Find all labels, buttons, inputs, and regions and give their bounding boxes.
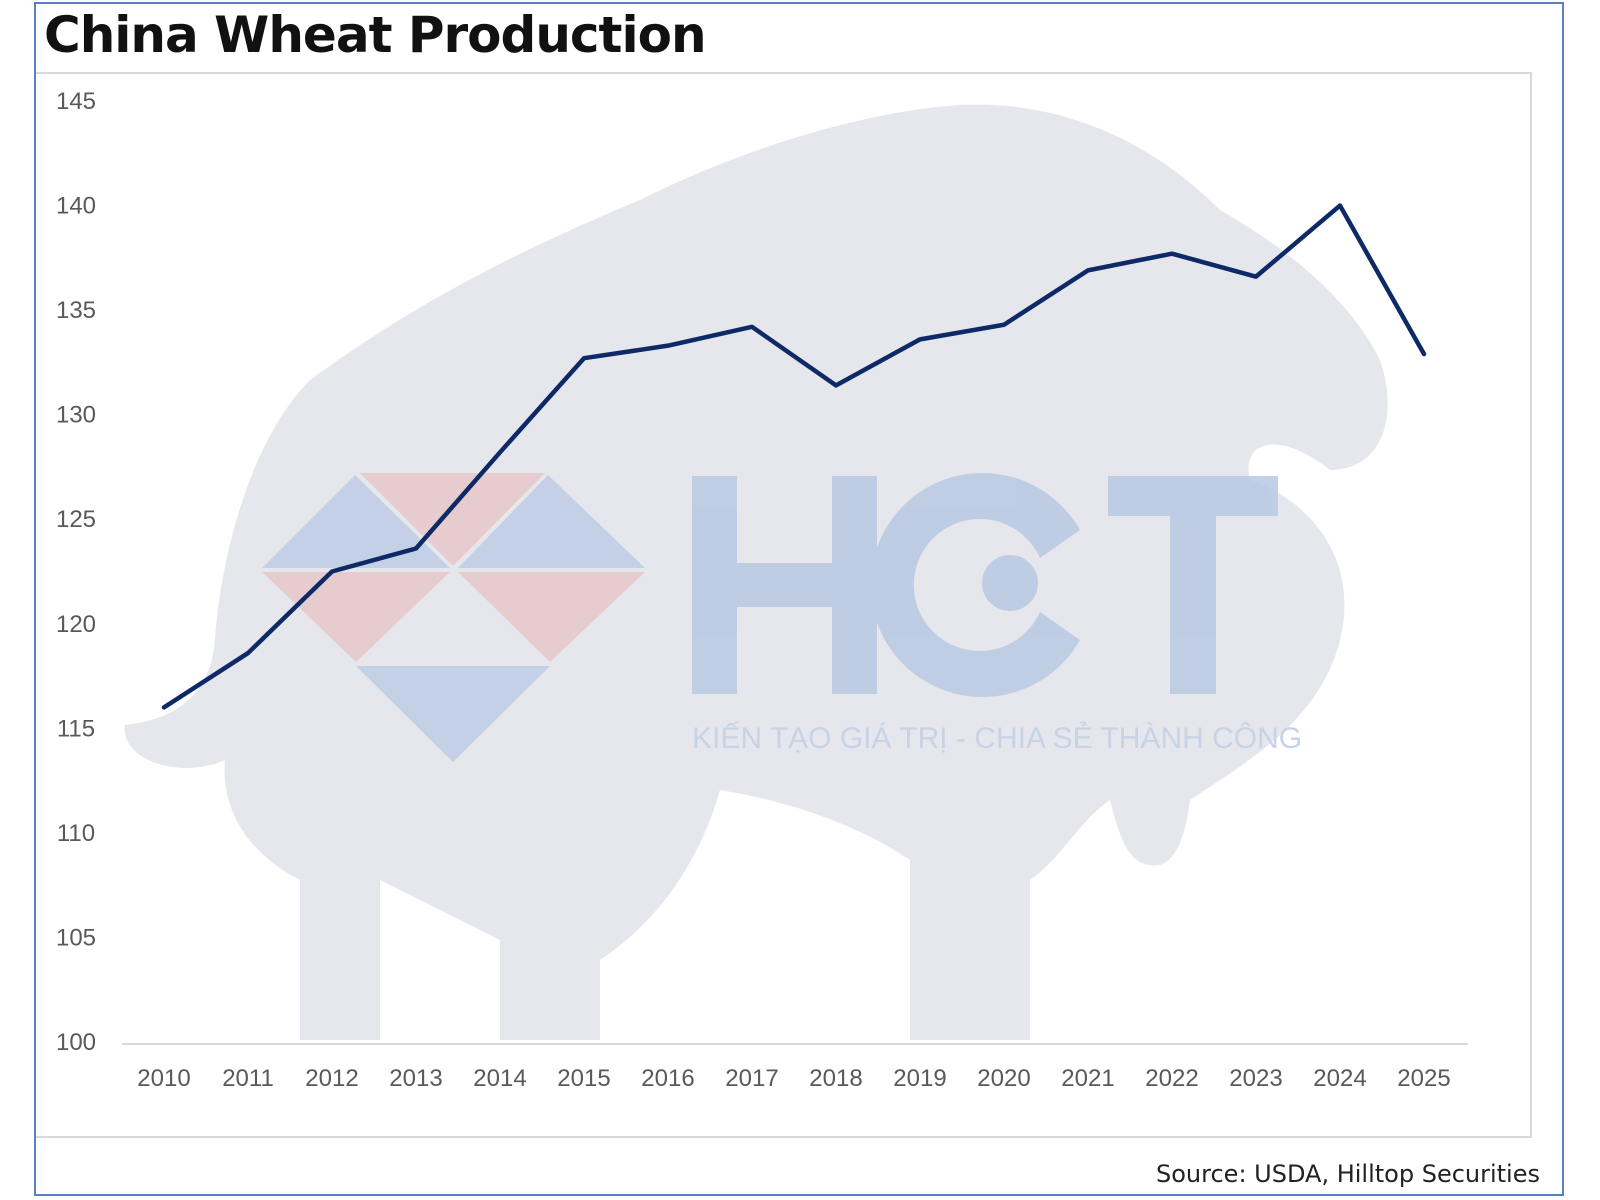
x-tick-label: 2022 — [1145, 1065, 1198, 1092]
x-tick-label: 2018 — [809, 1065, 862, 1092]
x-tick-label: 2011 — [222, 1065, 274, 1092]
watermark-tagline: KIẾN TẠO GIÁ TRỊ - CHIA SẺ THÀNH CÔNG — [692, 721, 1302, 755]
x-tick-label: 2010 — [137, 1065, 190, 1092]
series-layer — [161, 203, 1427, 710]
y-tick-label: 145 — [56, 88, 96, 115]
x-tick-label: 2019 — [893, 1065, 946, 1092]
x-tick-label: 2016 — [641, 1065, 694, 1092]
x-tick-label: 2025 — [1397, 1065, 1450, 1092]
y-tick-label: 110 — [57, 820, 95, 847]
x-tick-label: 2020 — [977, 1065, 1030, 1092]
x-tick-label: 2024 — [1313, 1065, 1366, 1092]
x-axis-ticks: 2010 2011 2012 2013 2014 2015 2016 2017 2018 2019… — [137, 1065, 1450, 1092]
y-axis-ticks: 100 105 110 115 120 125 130 135 140 145 — [56, 88, 96, 1056]
chart-title: China Wheat Production — [44, 6, 707, 64]
series-line — [161, 203, 1427, 710]
x-tick-label: 2012 — [305, 1065, 358, 1092]
y-tick-label: 115 — [57, 715, 95, 742]
x-tick-label: 2015 — [557, 1065, 610, 1092]
y-tick-label: 120 — [56, 611, 96, 638]
source-note: Source: USDA, Hilltop Securities — [1156, 1160, 1540, 1188]
x-tick-label: 2017 — [725, 1065, 778, 1092]
x-tick-label: 2023 — [1229, 1065, 1282, 1092]
watermark-hct-letters — [692, 473, 1278, 697]
y-tick-label: 125 — [56, 506, 96, 533]
plot-area-border — [36, 72, 1532, 1138]
y-tick-label: 100 — [56, 1029, 96, 1056]
y-tick-label: 140 — [56, 193, 96, 220]
x-tick-label: 2021 — [1061, 1065, 1114, 1092]
y-tick-label: 130 — [56, 402, 96, 429]
x-tick-label: 2013 — [389, 1065, 442, 1092]
x-tick-label: 2014 — [473, 1065, 526, 1092]
y-tick-label: 105 — [56, 924, 96, 951]
y-tick-label: 135 — [56, 297, 96, 324]
